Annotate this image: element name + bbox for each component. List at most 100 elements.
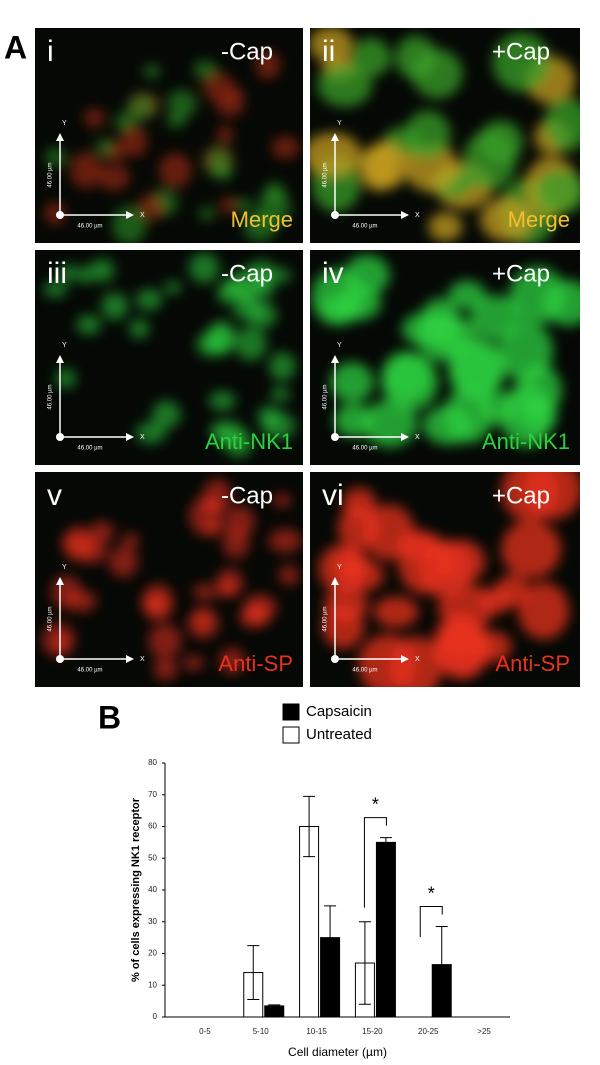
cell [478,391,519,425]
cell [449,342,503,401]
panel-numeral: iv [322,257,344,290]
cell [255,50,281,80]
cell [198,207,215,221]
cell [55,368,76,389]
cell [98,164,131,191]
cell [129,318,150,339]
cell [381,353,439,412]
panel-label: B [98,699,121,735]
cell [480,197,535,242]
cell [135,422,166,444]
bar [375,841,396,1018]
cell [219,647,246,674]
cell [518,582,570,640]
cell [148,623,182,659]
legend-label: Capsaicin [306,703,372,720]
cell [523,472,580,520]
arrow [126,211,134,219]
cell [238,607,269,629]
scale-origin [331,655,339,663]
scale-x: 46.00 µm [352,224,377,230]
cell [224,505,256,538]
scale-y: 46.00 µm [323,606,329,631]
cell [192,609,212,632]
cell [153,657,178,681]
cell [193,583,217,601]
arrow [331,133,339,141]
scale-y: 46.00 µm [48,606,54,631]
cell [224,428,253,458]
legend-label: Untreated [306,726,372,743]
cell [216,125,234,145]
y-tick-label: 80 [148,758,157,767]
cell [108,546,139,578]
panel-numeral: iii [47,257,67,290]
scale-origin [56,655,64,663]
cell [268,528,303,553]
stain-label: Anti-NK1 [205,429,293,454]
cell [120,125,148,157]
stain-label: Merge [231,207,293,232]
cell [404,110,451,160]
cells [43,252,296,458]
cell [373,596,419,628]
cell [202,498,222,514]
axis-x-letter: X [415,656,420,663]
cell [270,387,291,402]
condition-label: +Cap [492,482,550,509]
cell [498,321,553,382]
cell [495,574,529,607]
cell [42,622,75,658]
cell [395,35,437,80]
axis-x-letter: X [140,212,145,219]
panel-numeral: ii [322,35,335,68]
bracket [363,817,387,908]
x-tick-label: 20-25 [418,1027,439,1036]
cell [135,288,163,311]
cell [220,197,238,214]
cell [70,151,103,189]
cell [235,198,254,212]
scale-origin [56,433,64,441]
cell [59,264,77,283]
cell [235,326,267,361]
error-bar [268,1004,281,1008]
cell [43,281,67,298]
y-axis-label: % of cells expressing NK1 receptor [130,797,142,982]
axis-y-letter: Y [62,564,67,571]
axis-y-letter: Y [62,120,67,127]
scale-y: 46.00 µm [48,162,54,187]
y-tick-label: 10 [148,980,157,989]
cell [518,396,557,435]
y-tick-label: 70 [148,790,157,799]
cell [182,655,205,671]
cell [318,544,367,594]
scale-y: 46.00 µm [323,384,329,409]
cell [215,93,245,117]
cell [128,93,156,121]
error-bar [358,921,371,1005]
error-bar [324,905,337,970]
cells [311,254,580,448]
cell [334,403,374,438]
cell [272,493,292,508]
error-bar [303,795,316,858]
scale-origin [331,211,339,219]
x-tick-label: 0-5 [199,1027,211,1036]
arrow [331,355,339,363]
cell [89,258,115,283]
cell [243,211,277,242]
bar [264,1005,285,1018]
panel-numeral: vi [322,479,344,512]
cell [83,108,105,128]
cell [76,265,93,284]
cell [143,64,161,79]
cell [398,533,453,595]
error-bar [379,837,392,848]
axis-x-letter: X [140,434,145,441]
x-tick-label: >25 [477,1027,491,1036]
arrow [126,433,134,441]
cell [330,362,374,403]
axis-y-letter: Y [337,120,342,127]
